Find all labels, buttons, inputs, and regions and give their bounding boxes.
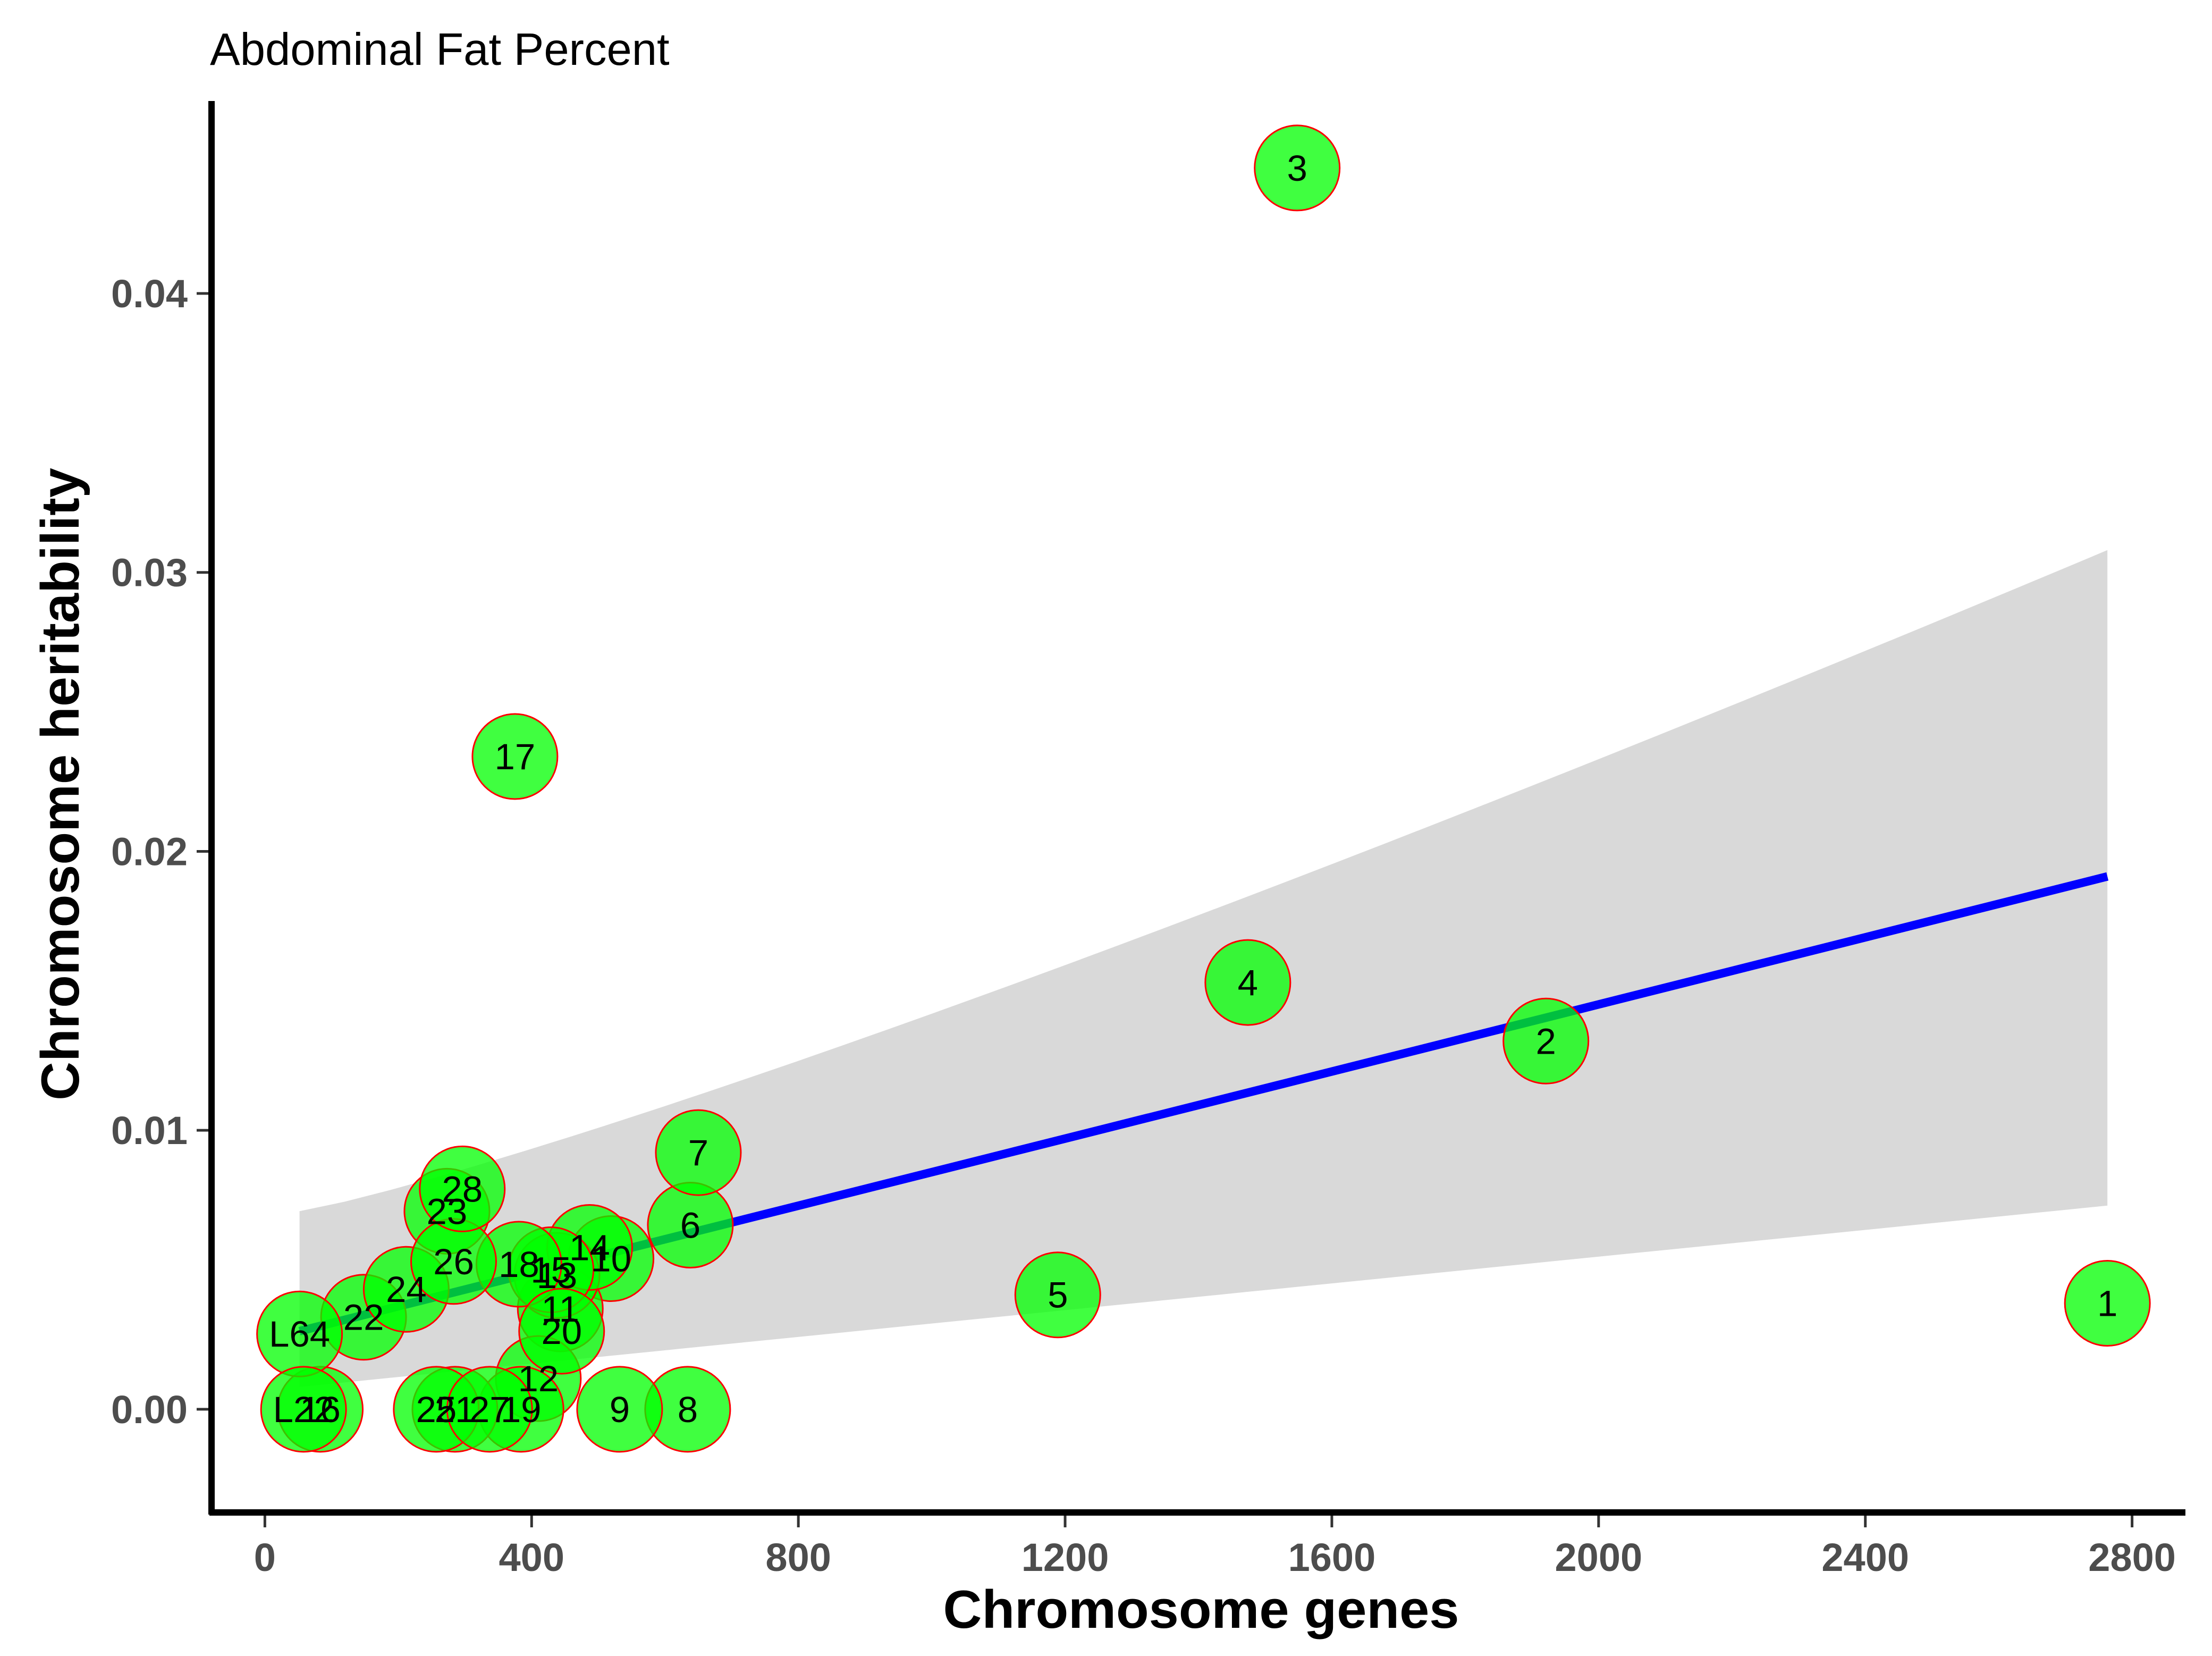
point-label-20: 20: [541, 1311, 582, 1352]
x-tick-label: 2400: [1821, 1535, 1909, 1579]
point-label-5: 5: [1048, 1275, 1068, 1316]
y-tick-label: 0.04: [111, 272, 188, 316]
point-label-12: 12: [518, 1358, 559, 1399]
axes-layer: 0 400 800 1200 1600 2000 2400 2800 0.00 0.01 0.02 0…: [111, 101, 2185, 1579]
data-point-7: [655, 1109, 742, 1196]
data-point-9: [576, 1366, 663, 1453]
x-tick-label: 1600: [1288, 1535, 1376, 1579]
y-tick-label: 0.02: [111, 829, 188, 873]
data-point-20: [518, 1288, 605, 1375]
point-label-l22: L22: [273, 1389, 334, 1430]
confidence-band: [299, 550, 2108, 1387]
point-labels-layer: 1234567891011121314151617181920212223242…: [269, 148, 2117, 1430]
point-label-16: 16: [300, 1389, 341, 1430]
y-tick-label: 0.03: [111, 551, 188, 595]
point-label-6: 6: [680, 1205, 700, 1246]
point-label-4: 4: [1238, 962, 1258, 1003]
point-label-8: 8: [678, 1389, 698, 1430]
data-point-2: [1502, 997, 1590, 1085]
point-label-9: 9: [610, 1389, 630, 1430]
x-tick-label: 0: [254, 1535, 276, 1579]
data-point-27: [446, 1366, 533, 1453]
point-label-11: 11: [541, 1289, 579, 1330]
point-label-1: 1: [2097, 1283, 2117, 1324]
data-point-1: [2064, 1259, 2151, 1347]
x-tick-label: 400: [499, 1535, 564, 1579]
chart-title: Abdominal Fat Percent: [210, 24, 670, 75]
point-label-17: 17: [495, 736, 536, 777]
data-point-5: [1014, 1251, 1101, 1339]
y-tick-label: 0.01: [111, 1108, 188, 1153]
point-label-26: 26: [433, 1241, 474, 1282]
point-label-3: 3: [1287, 148, 1307, 189]
point-label-l64: L64: [269, 1314, 330, 1355]
point-label-15: 15: [530, 1250, 571, 1291]
data-point-3: [1254, 124, 1341, 212]
data-point-17: [471, 713, 559, 800]
point-label-14: 14: [569, 1228, 610, 1268]
x-tick-label: 2800: [2088, 1535, 2176, 1579]
point-label-2: 2: [1536, 1021, 1556, 1062]
point-label-7: 7: [688, 1132, 708, 1173]
data-points-layer: [256, 124, 2151, 1453]
point-label-23: 23: [427, 1191, 468, 1232]
y-axis-title: Chromosome heritability: [31, 468, 90, 1100]
point-label-27: 27: [469, 1389, 510, 1430]
x-tick-label: 1200: [1021, 1535, 1109, 1579]
y-tick-label: 0.00: [111, 1388, 188, 1432]
point-label-13: 13: [537, 1255, 578, 1296]
data-point-4: [1204, 939, 1291, 1026]
x-tick-label: 800: [765, 1535, 831, 1579]
x-axis-title: Chromosome genes: [943, 1580, 1459, 1640]
point-label-22: 22: [343, 1297, 384, 1338]
data-point-l22: [260, 1366, 347, 1453]
point-label-10: 10: [590, 1239, 631, 1280]
point-label-21: 21: [435, 1389, 476, 1430]
point-label-28: 28: [442, 1169, 483, 1209]
data-point-28: [419, 1145, 506, 1232]
point-label-24: 24: [386, 1269, 427, 1310]
confidence-band-layer: [299, 550, 2108, 1387]
point-label-18: 18: [499, 1244, 539, 1285]
x-tick-label: 2000: [1555, 1535, 1643, 1579]
point-label-25: 25: [416, 1389, 457, 1430]
point-label-19: 19: [501, 1389, 542, 1430]
